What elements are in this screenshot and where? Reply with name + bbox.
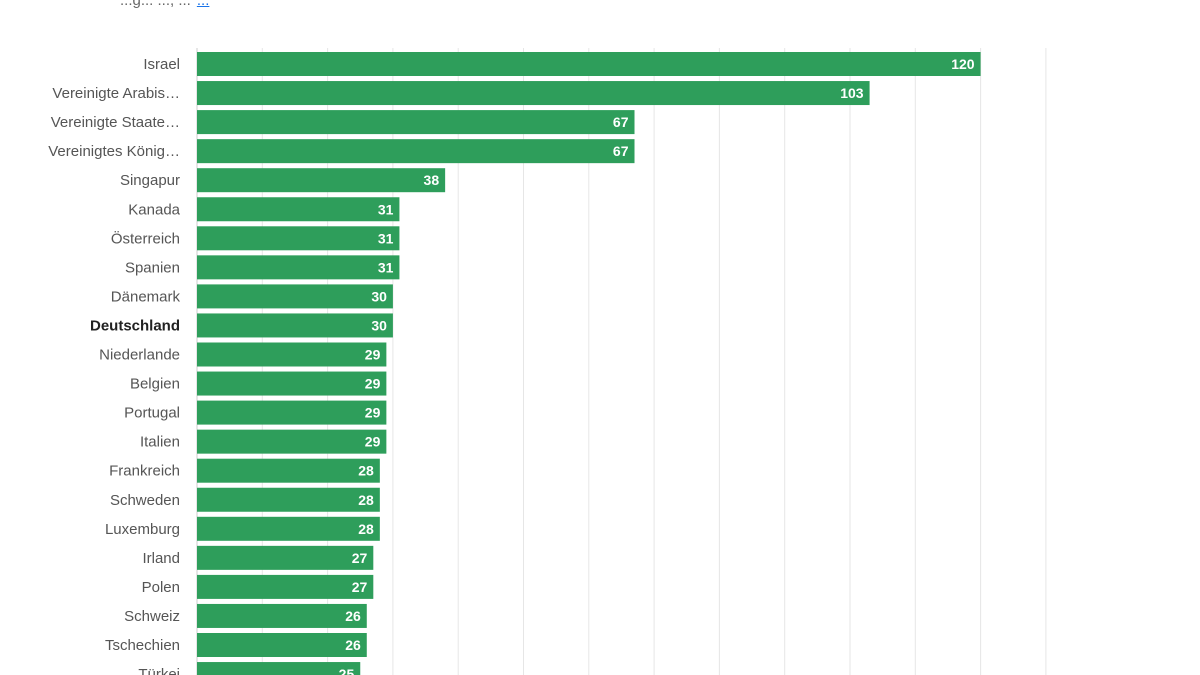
bar[interactable] bbox=[197, 284, 393, 309]
bar[interactable] bbox=[197, 342, 387, 367]
category-label: Tschechien bbox=[105, 637, 180, 654]
bar[interactable] bbox=[197, 662, 361, 675]
bar[interactable] bbox=[197, 487, 380, 512]
source-link[interactable]: ... bbox=[196, 0, 210, 9]
value-label: 31 bbox=[378, 259, 394, 275]
bar[interactable] bbox=[197, 226, 400, 251]
bar[interactable] bbox=[197, 255, 400, 280]
value-label: 29 bbox=[365, 405, 381, 421]
value-label: 67 bbox=[613, 114, 629, 130]
category-label: Schweiz bbox=[124, 608, 180, 625]
category-label: Vereinigte Staate… bbox=[51, 114, 180, 131]
category-label: Vereinigte Arabis… bbox=[52, 85, 180, 102]
value-label: 29 bbox=[365, 434, 381, 450]
bar[interactable] bbox=[197, 603, 367, 628]
value-label: 29 bbox=[365, 376, 381, 392]
category-label: Luxemburg bbox=[105, 521, 180, 538]
category-label: Singapur bbox=[120, 172, 180, 189]
category-label: Israel bbox=[143, 56, 180, 73]
bar[interactable] bbox=[197, 110, 635, 135]
category-labels: Israel Vereinigte Arabis… Vereinigte Staat… bbox=[48, 56, 180, 675]
bars bbox=[197, 52, 981, 675]
category-label: Dänemark bbox=[111, 288, 181, 305]
value-label: 26 bbox=[345, 637, 361, 653]
category-label: Schweden bbox=[110, 492, 180, 509]
category-label: Italien bbox=[140, 434, 180, 451]
bar[interactable] bbox=[197, 313, 393, 338]
value-label: 26 bbox=[345, 608, 361, 624]
bar[interactable] bbox=[197, 574, 374, 599]
value-label: 25 bbox=[339, 666, 355, 675]
category-label: Kanada bbox=[128, 201, 180, 218]
bar[interactable] bbox=[197, 52, 981, 76]
grid-lines bbox=[196, 48, 1047, 675]
category-label: Niederlande bbox=[99, 347, 180, 364]
category-label: Frankreich bbox=[109, 463, 180, 480]
value-label: 67 bbox=[613, 143, 629, 159]
value-label: 27 bbox=[352, 550, 368, 566]
category-label: Spanien bbox=[125, 259, 180, 276]
category-label: Türkei bbox=[138, 666, 180, 675]
category-label: Belgien bbox=[130, 376, 180, 393]
category-label: Irland bbox=[142, 550, 180, 567]
value-label: 28 bbox=[358, 521, 374, 537]
bar[interactable] bbox=[197, 168, 446, 193]
bar[interactable] bbox=[197, 400, 387, 425]
bar[interactable] bbox=[197, 545, 374, 570]
bar[interactable] bbox=[197, 516, 380, 541]
bar[interactable] bbox=[197, 633, 367, 657]
bar[interactable] bbox=[197, 371, 387, 396]
category-label: Polen bbox=[142, 579, 180, 596]
bar[interactable] bbox=[197, 429, 387, 454]
category-label: Portugal bbox=[124, 405, 180, 422]
value-label: 38 bbox=[424, 172, 440, 188]
value-label: 31 bbox=[378, 201, 394, 217]
header-clip: ...g... ..., ...... bbox=[120, 0, 210, 9]
value-label: 31 bbox=[378, 230, 394, 246]
value-label: 30 bbox=[371, 288, 387, 304]
value-labels: 120 103 67 67 38 31 31 31 30 30 29 29 29 29 28 28 28 27 27… bbox=[339, 56, 975, 675]
category-label: Österreich bbox=[111, 229, 180, 247]
category-label: Deutschland bbox=[90, 317, 180, 334]
bar[interactable] bbox=[197, 81, 870, 106]
value-label: 28 bbox=[358, 463, 374, 479]
bar[interactable] bbox=[197, 458, 380, 483]
category-label: Vereinigtes König… bbox=[48, 143, 180, 160]
value-label: 29 bbox=[365, 347, 381, 363]
value-label: 103 bbox=[840, 85, 864, 101]
value-label: 30 bbox=[371, 317, 387, 333]
value-label: 28 bbox=[358, 492, 374, 508]
header-text: ...g... ..., ... bbox=[120, 0, 191, 9]
value-label: 27 bbox=[352, 579, 368, 595]
bar[interactable] bbox=[197, 197, 400, 222]
bar[interactable] bbox=[197, 139, 635, 164]
value-label: 120 bbox=[951, 56, 975, 72]
